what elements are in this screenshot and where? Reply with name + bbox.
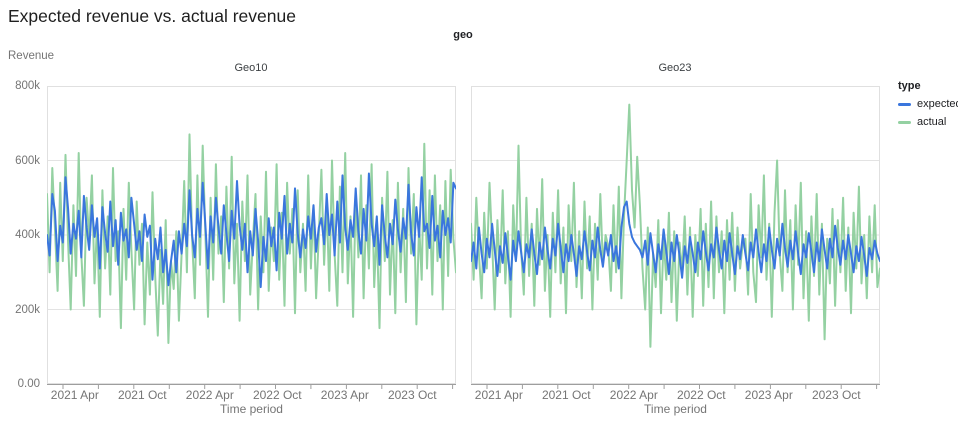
x-tick-label: 2021 Apr [50, 388, 99, 402]
facet-geo10-plot[interactable]: 2021 Apr 2021 Oct 2022 Apr 2022 Oct 2023… [47, 86, 456, 424]
geo23-line-chart[interactable] [471, 86, 880, 392]
legend: type expected actual [898, 80, 958, 134]
legend-item-label: expected [917, 98, 958, 110]
facet-field-label: geo [453, 29, 473, 41]
expected-series-swatch-icon [898, 103, 911, 106]
y-tick-label: 600k [15, 154, 40, 167]
x-tick-label: 2022 Apr [185, 388, 234, 402]
y-axis-title: Revenue [8, 50, 55, 62]
geo10-line-chart[interactable] [47, 86, 456, 392]
legend-item-label: actual [917, 116, 947, 128]
x-tick-label: 2022 Oct [252, 388, 302, 402]
x-tick-label: 2021 Oct [541, 388, 591, 402]
x-axis-title: Time period [220, 402, 283, 416]
x-tick-label: 2023 Oct [811, 388, 861, 402]
legend-item-expected[interactable]: expected [898, 98, 958, 111]
facet-title-geo10: Geo10 [234, 62, 268, 74]
x-axis-title: Time period [644, 402, 707, 416]
page-title: Expected revenue vs. actual revenue [8, 6, 296, 26]
legend-item-actual[interactable]: actual [898, 116, 958, 129]
y-tick-label: 0.00 [17, 378, 40, 390]
legend-title: type [898, 80, 921, 92]
facet-geo23-plot[interactable]: 2021 Apr 2021 Oct 2022 Apr 2022 Oct 2023… [471, 86, 880, 424]
actual-series-swatch-icon [898, 121, 911, 124]
y-tick-label: 400k [15, 229, 40, 241]
x-tick-label: 2023 Apr [744, 388, 793, 402]
x-tick-label: 2023 Apr [320, 388, 369, 402]
x-tick-label: 2022 Apr [609, 388, 658, 402]
facet-title-geo23: Geo23 [658, 62, 692, 74]
x-tick-label: 2022 Oct [676, 388, 726, 402]
x-tick-label: 2021 Oct [117, 388, 167, 402]
y-tick-label: 200k [15, 303, 40, 316]
x-tick-label: 2023 Oct [387, 388, 437, 402]
y-tick-label: 800k [15, 80, 40, 92]
x-tick-label: 2021 Apr [474, 388, 523, 402]
